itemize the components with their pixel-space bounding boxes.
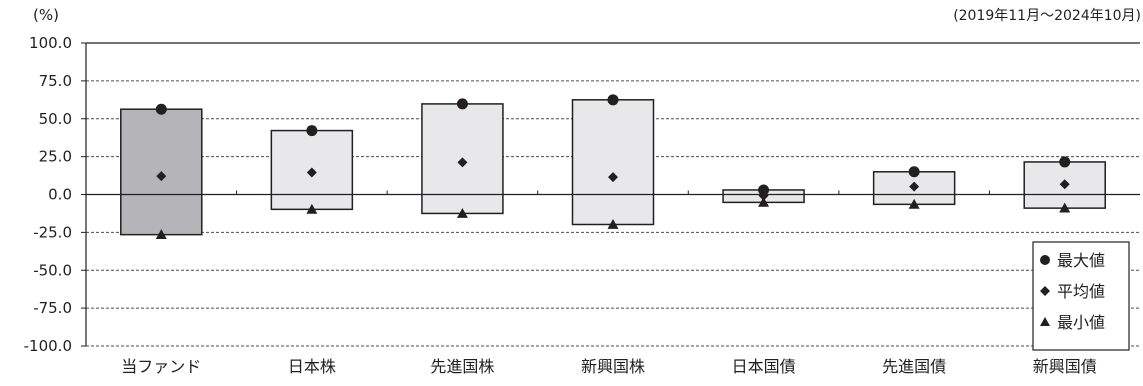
y-tick-label: -75.0 [33, 299, 72, 317]
range-bar [571, 99, 655, 226]
period-label: (2019年11月～2024年10月) [953, 8, 1141, 24]
max-marker [1059, 156, 1071, 168]
x-tick-label: 当ファンド [121, 357, 201, 376]
y-tick-labels: 100.0 75.0 50.0 25.0 0.0 -25.0 -50.0 -75.0 -100.… [24, 34, 72, 355]
max-marker [306, 125, 318, 137]
axes [81, 42, 1140, 347]
range-bars [120, 99, 1106, 236]
y-tick-label: 75.0 [39, 72, 72, 90]
min-marker [607, 218, 619, 229]
legend-marker [1040, 317, 1050, 326]
min-marker [306, 203, 318, 214]
min-marker [155, 229, 167, 240]
x-tick-label: 新興国株 [581, 357, 645, 376]
max-marker [155, 103, 167, 115]
y-tick-label: -100.0 [24, 337, 72, 355]
y-tick-label: -25.0 [33, 223, 72, 241]
x-tick-label: 先進国債 [882, 357, 946, 376]
x-tick-label: 日本国債 [732, 357, 796, 376]
avg-marker [608, 172, 618, 183]
legend-entry: 最大値 [1057, 251, 1105, 270]
avg-marker [457, 157, 468, 168]
max-marker [758, 184, 770, 196]
y-tick-label: -50.0 [33, 261, 72, 279]
min-marker [908, 198, 920, 209]
x-tick-labels: 当ファンド 日本株 先進国株 新興国株 日本国債 先進国債 新興国債 [121, 357, 1096, 376]
legend-entry: 最小値 [1057, 313, 1105, 332]
x-tick-label: 日本株 [288, 357, 336, 376]
y-unit-label: (%) [33, 6, 59, 24]
data-markers [155, 94, 1071, 240]
y-tick-label: 50.0 [39, 110, 72, 128]
min-marker [758, 196, 770, 207]
max-marker [456, 98, 468, 110]
y-tick-label: 0.0 [48, 186, 72, 204]
avg-marker [909, 181, 920, 192]
y-tick-label: 25.0 [39, 148, 72, 166]
avg-marker [156, 171, 167, 182]
range-bar [270, 129, 354, 211]
avg-marker [1059, 179, 1070, 190]
max-marker [607, 94, 619, 106]
max-marker [908, 166, 920, 178]
legend-marker [1040, 286, 1050, 296]
x-tick-label: 先進国株 [430, 357, 494, 376]
avg-marker [306, 167, 317, 178]
avg-marker [758, 190, 769, 201]
x-tick-label: 新興国債 [1033, 357, 1097, 376]
legend-entry: 平均値 [1057, 282, 1105, 301]
y-tick-label: 100.0 [29, 34, 72, 52]
legend-marker [1040, 255, 1050, 265]
min-marker [456, 207, 468, 218]
min-marker [1059, 202, 1071, 213]
